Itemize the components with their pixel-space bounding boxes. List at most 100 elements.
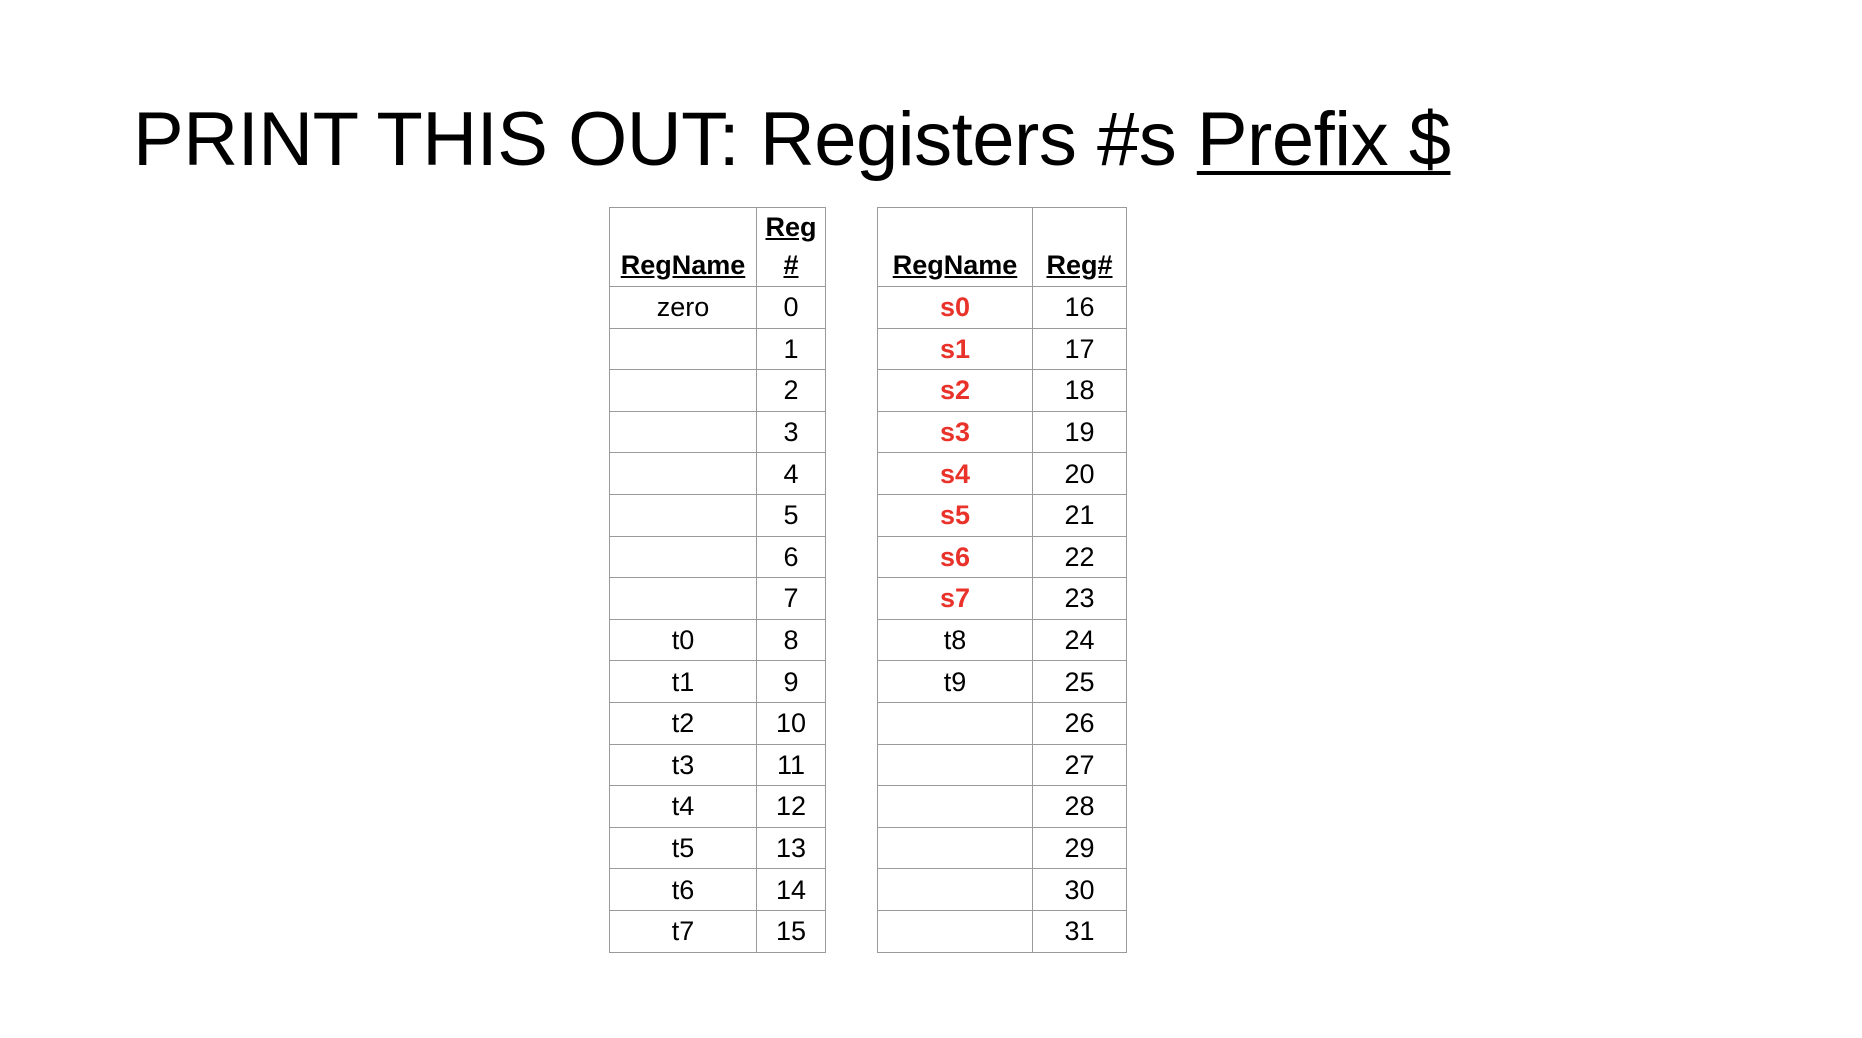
register-number-cell: 2 bbox=[756, 369, 826, 412]
register-name-cell: t7 bbox=[609, 909, 757, 953]
register-name-cell: t3 bbox=[609, 743, 757, 787]
register-row: s5 21 bbox=[877, 493, 1127, 537]
register-number-cell: 20 bbox=[1032, 452, 1127, 495]
register-number-cell: 4 bbox=[756, 452, 826, 495]
register-number-cell: 31 bbox=[1032, 909, 1127, 953]
register-name-cell: t4 bbox=[609, 785, 757, 828]
register-row: t1 9 bbox=[609, 660, 826, 703]
register-row: 3 bbox=[609, 410, 826, 454]
register-rows: zero 0 1 2 3 4 5 6 7 t0 8 t1 9 t2 10 t3 11 t4 12 t5 13 t6 14 t7… bbox=[609, 286, 826, 953]
register-name-cell: t8 bbox=[877, 618, 1033, 662]
register-table-left: RegName Reg # zero 0 1 2 3 4 5 6 7 t0 8 t1 9 t2 10 t3 11 t… bbox=[609, 207, 826, 953]
register-row: 27 bbox=[877, 743, 1127, 787]
register-row: 31 bbox=[877, 909, 1127, 953]
register-number-cell: 0 bbox=[756, 286, 826, 329]
register-name-cell bbox=[609, 410, 757, 454]
register-name-cell: t5 bbox=[609, 826, 757, 870]
register-number-cell: 1 bbox=[756, 327, 826, 371]
register-row: t7 15 bbox=[609, 909, 826, 953]
register-number-cell: 10 bbox=[756, 701, 826, 745]
register-number-cell: 6 bbox=[756, 535, 826, 579]
register-number-cell: 8 bbox=[756, 618, 826, 662]
register-name-cell bbox=[877, 743, 1033, 787]
register-rows: s0 16 s1 17 s2 18 s3 19 s4 20 s5 21 s6 22 s7 23 t8 24 t9 25… bbox=[877, 286, 1127, 953]
register-name-cell: t6 bbox=[609, 868, 757, 911]
register-row: s2 18 bbox=[877, 369, 1127, 412]
register-name-cell: t1 bbox=[609, 660, 757, 703]
register-name-cell: t0 bbox=[609, 618, 757, 662]
header-row: RegName Reg# bbox=[877, 207, 1127, 287]
header-regnum: Reg# bbox=[1032, 207, 1127, 287]
header-regnum-line1: Reg bbox=[765, 212, 817, 242]
register-row: 5 bbox=[609, 493, 826, 537]
register-row: 30 bbox=[877, 868, 1127, 911]
register-number-cell: 19 bbox=[1032, 410, 1127, 454]
register-name-cell: s6 bbox=[877, 535, 1033, 579]
register-row: 7 bbox=[609, 577, 826, 620]
register-name-cell bbox=[877, 909, 1033, 953]
register-row: t2 10 bbox=[609, 701, 826, 745]
register-name-cell: s3 bbox=[877, 410, 1033, 454]
register-name-cell: s7 bbox=[877, 577, 1033, 620]
register-row: 26 bbox=[877, 701, 1127, 745]
register-name-cell: s1 bbox=[877, 327, 1033, 371]
register-name-cell: s4 bbox=[877, 452, 1033, 495]
register-row: zero 0 bbox=[609, 286, 826, 329]
slide-title: PRINT THIS OUT: Registers #s Prefix $ bbox=[133, 97, 1451, 182]
register-number-cell: 12 bbox=[756, 785, 826, 828]
register-name-cell bbox=[609, 535, 757, 579]
register-name-cell bbox=[609, 327, 757, 371]
header-regname: RegName bbox=[877, 207, 1033, 287]
register-number-cell: 15 bbox=[756, 909, 826, 953]
register-number-cell: 16 bbox=[1032, 286, 1127, 329]
register-row: s1 17 bbox=[877, 327, 1127, 371]
register-number-cell: 29 bbox=[1032, 826, 1127, 870]
register-row: t4 12 bbox=[609, 785, 826, 828]
register-number-cell: 22 bbox=[1032, 535, 1127, 579]
register-name-cell: t9 bbox=[877, 660, 1033, 703]
register-number-cell: 11 bbox=[756, 743, 826, 787]
register-number-cell: 26 bbox=[1032, 701, 1127, 745]
register-name-cell bbox=[877, 701, 1033, 745]
register-row: s7 23 bbox=[877, 577, 1127, 620]
register-name-cell bbox=[609, 577, 757, 620]
register-name-cell: s0 bbox=[877, 286, 1033, 329]
register-name-cell bbox=[609, 452, 757, 495]
register-name-cell bbox=[877, 785, 1033, 828]
register-name-cell bbox=[877, 868, 1033, 911]
register-row: s3 19 bbox=[877, 410, 1127, 454]
register-number-cell: 25 bbox=[1032, 660, 1127, 703]
register-name-cell bbox=[609, 369, 757, 412]
header-regnum-line2: # bbox=[783, 250, 799, 280]
register-row: s4 20 bbox=[877, 452, 1127, 495]
register-number-cell: 7 bbox=[756, 577, 826, 620]
register-row: 6 bbox=[609, 535, 826, 579]
register-number-cell: 24 bbox=[1032, 618, 1127, 662]
register-number-cell: 9 bbox=[756, 660, 826, 703]
register-name-cell: s5 bbox=[877, 493, 1033, 537]
register-name-cell: t2 bbox=[609, 701, 757, 745]
register-row: 29 bbox=[877, 826, 1127, 870]
title-prefix-text: Prefix $ bbox=[1196, 97, 1451, 182]
register-table-right: RegName Reg# s0 16 s1 17 s2 18 s3 19 s4 20 s5 21 s6 2… bbox=[877, 207, 1127, 953]
register-number-cell: 17 bbox=[1032, 327, 1127, 371]
register-row: 1 bbox=[609, 327, 826, 371]
register-row: t9 25 bbox=[877, 660, 1127, 703]
register-number-cell: 5 bbox=[756, 493, 826, 537]
register-name-cell bbox=[877, 826, 1033, 870]
register-number-cell: 14 bbox=[756, 868, 826, 911]
register-number-cell: 3 bbox=[756, 410, 826, 454]
register-row: t5 13 bbox=[609, 826, 826, 870]
register-row: t0 8 bbox=[609, 618, 826, 662]
register-row: t6 14 bbox=[609, 868, 826, 911]
register-name-cell: zero bbox=[609, 286, 757, 329]
register-number-cell: 21 bbox=[1032, 493, 1127, 537]
register-row: 28 bbox=[877, 785, 1127, 828]
register-number-cell: 27 bbox=[1032, 743, 1127, 787]
register-row: t3 11 bbox=[609, 743, 826, 787]
register-name-cell: s2 bbox=[877, 369, 1033, 412]
register-number-cell: 18 bbox=[1032, 369, 1127, 412]
register-row: t8 24 bbox=[877, 618, 1127, 662]
register-number-cell: 13 bbox=[756, 826, 826, 870]
header-row: RegName Reg# bbox=[609, 207, 826, 287]
